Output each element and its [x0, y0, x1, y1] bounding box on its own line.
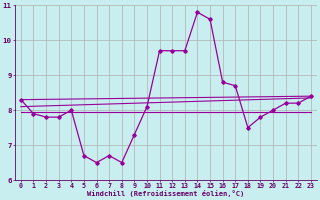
- X-axis label: Windchill (Refroidissement éolien,°C): Windchill (Refroidissement éolien,°C): [87, 190, 244, 197]
